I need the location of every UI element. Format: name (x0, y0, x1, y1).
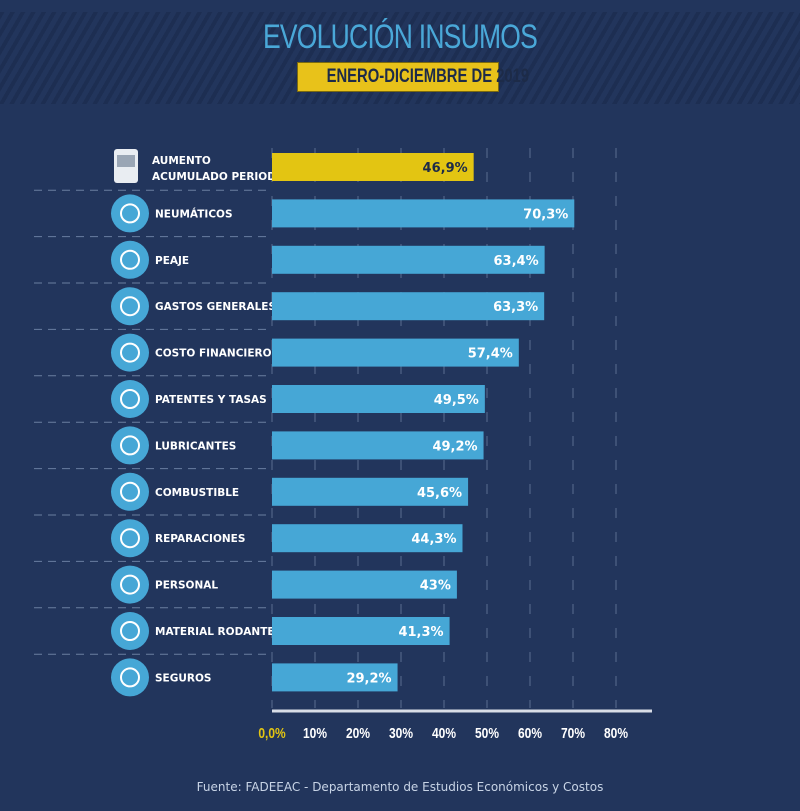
category-label: AUMENTO (152, 155, 211, 167)
receipt-icon (111, 287, 149, 326)
tire-icon (111, 194, 149, 233)
padlock-icon (111, 658, 149, 697)
category-label: PATENTES Y TASAS (155, 394, 267, 406)
bar (272, 477, 469, 506)
tire-icon-glyph (120, 203, 140, 224)
receipt-icon-glyph (120, 296, 140, 317)
value-label: 49,5% (434, 393, 479, 408)
category-label: LUBRICANTES (155, 440, 236, 452)
category-label: REPARACIONES (155, 533, 245, 545)
money-bag-icon (111, 333, 149, 372)
value-label: 29,2% (346, 671, 391, 686)
bar (272, 570, 457, 599)
tools-icon (111, 519, 149, 558)
bar (272, 199, 575, 228)
x-tick-label: 60% (518, 725, 542, 742)
person-icon (111, 565, 149, 604)
category-label: COSTO FINANCIERO (155, 348, 272, 360)
bar (272, 431, 484, 460)
padlock-icon-glyph (120, 667, 140, 688)
value-label: 49,2% (432, 439, 477, 454)
money-bag-icon-glyph (120, 342, 140, 363)
x-tick-label: 0,0% (258, 725, 285, 742)
bar (272, 663, 398, 692)
category-label: MATERIAL RODANTE (155, 626, 275, 638)
category-label: GASTOS GENERALES (155, 301, 276, 313)
x-tick-label: 40% (432, 725, 456, 742)
value-label: 45,6% (417, 486, 462, 501)
tools-icon-glyph (120, 528, 140, 549)
bar (272, 153, 474, 181)
value-label: 63,3% (493, 300, 538, 315)
fuel-pump-icon-glyph (120, 481, 140, 502)
value-label: 70,3% (523, 207, 568, 222)
person-icon-glyph (120, 574, 140, 595)
oil-can-icon (111, 426, 149, 465)
subtitle-text: ENERO-DICIEMBRE DE 2019 (326, 66, 530, 87)
toll-booth-icon-glyph (120, 249, 140, 270)
x-tick-label: 80% (604, 725, 628, 742)
license-plate-icon (111, 380, 149, 418)
x-tick-label: 70% (561, 725, 585, 742)
fuel-pump-icon (111, 472, 149, 511)
bus-icon-glyph (120, 621, 140, 641)
category-label: COMBUSTIBLE (155, 487, 239, 499)
category-label: ACUMULADO PERIODO (152, 171, 285, 183)
source-note: Fuente: FADEEAC - Departamento de Estudi… (196, 780, 604, 794)
truck-window (117, 155, 135, 167)
bar (272, 292, 545, 321)
value-label: 41,3% (398, 625, 443, 640)
category-label: PEAJE (155, 255, 189, 267)
license-plate-icon-glyph (120, 389, 140, 409)
x-tick-label: 10% (303, 725, 327, 742)
value-label: 57,4% (468, 347, 513, 362)
bar (272, 245, 545, 274)
x-tick-label: 50% (475, 725, 499, 742)
value-label: 46,9% (423, 161, 468, 176)
bar (272, 385, 485, 413)
chart-title: EVOLUCIÓN INSUMOS (262, 18, 538, 56)
category-label: NEUMÁTICOS (155, 207, 233, 220)
bar (272, 617, 450, 645)
value-label: 43% (420, 579, 451, 594)
bar (272, 524, 463, 553)
x-tick-label: 30% (389, 725, 413, 742)
chart-subtitle: ENERO-DICIEMBRE DE 2019 (297, 62, 529, 92)
bar (272, 338, 519, 367)
value-label: 44,3% (411, 532, 456, 547)
category-label: PERSONAL (155, 580, 218, 592)
value-label: 63,4% (494, 254, 539, 269)
x-tick-label: 20% (346, 725, 370, 742)
oil-can-icon-glyph (120, 435, 140, 456)
bus-icon (111, 612, 149, 650)
category-label: SEGUROS (155, 672, 211, 684)
toll-booth-icon (111, 240, 149, 279)
